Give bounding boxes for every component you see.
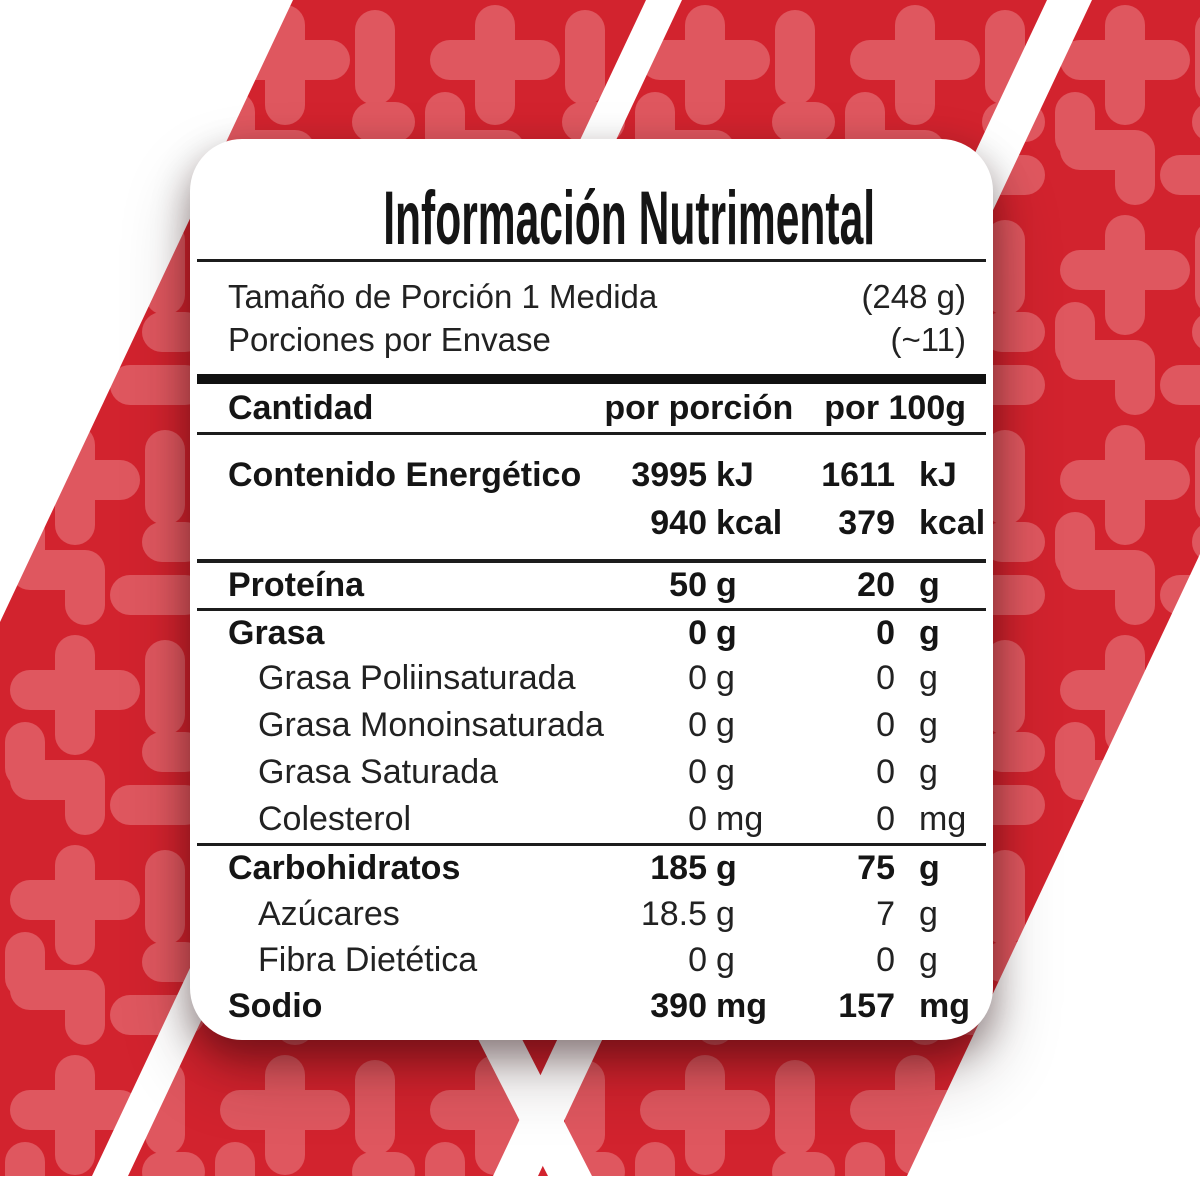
nutrient-row-protein: Proteína 50 g 20 g bbox=[190, 563, 993, 608]
per-serving-unit: g bbox=[716, 849, 737, 887]
nutrient-row-dietary-fiber: Fibra Dietética 0 g 0 g bbox=[190, 937, 993, 983]
per-100g-value: 0 bbox=[876, 659, 895, 697]
nutrient-label: Sodio bbox=[228, 986, 323, 1025]
nutrient-label: Azúcares bbox=[258, 894, 400, 933]
nutrient-row-polyunsaturated-fat: Grasa Poliinsaturada 0 g 0 g bbox=[190, 655, 993, 702]
divider-above-protein bbox=[197, 559, 986, 563]
nutrient-label: Carbohidratos bbox=[228, 849, 461, 887]
per-100g-value: 7 bbox=[876, 894, 895, 933]
nutrient-row-saturated-fat: Grasa Saturada 0 g 0 g bbox=[190, 749, 993, 796]
per-100g-value: 20 bbox=[857, 566, 895, 604]
nutrient-row-sodium: Sodio 390 mg 157 mg bbox=[190, 983, 993, 1029]
per-100g-unit: g bbox=[919, 706, 938, 744]
per-100g-value: 0 bbox=[876, 613, 895, 652]
diagonal-stripe bbox=[458, 1000, 593, 1178]
nutrient-row-energy-kj: Contenido Energético 3995 kJ 1611 kJ bbox=[190, 451, 993, 499]
nutrient-row-cholesterol: Colesterol 0 mg 0 mg bbox=[190, 796, 993, 843]
nutrient-label: Fibra Dietética bbox=[258, 940, 478, 979]
per-100g-value: 0 bbox=[876, 706, 895, 744]
per-serving-unit: kJ bbox=[716, 455, 754, 494]
per-100g-unit: mg bbox=[919, 800, 967, 838]
page-title: Información Nutrimental bbox=[383, 176, 876, 261]
per-serving-value: 3995 bbox=[631, 455, 707, 494]
nutrient-row-energy-kcal: 940 kcal 379 kcal bbox=[190, 499, 993, 547]
nutrient-label: Grasa Saturada bbox=[258, 753, 499, 791]
card-header: Información Nutrimental bbox=[190, 139, 993, 259]
per-serving-value: 0 bbox=[688, 706, 707, 744]
per-100g-unit: g bbox=[919, 613, 940, 652]
per-100g-unit: g bbox=[919, 566, 940, 604]
per-serving-unit: g bbox=[716, 566, 737, 604]
per-serving-unit: g bbox=[716, 940, 735, 979]
divider-under-header bbox=[197, 432, 986, 435]
per-serving-unit: g bbox=[716, 894, 735, 933]
nutrient-label: Proteína bbox=[228, 566, 365, 604]
per-serving-value: 940 bbox=[650, 503, 707, 542]
per-100g-value: 0 bbox=[876, 753, 895, 791]
per-100g-value: 75 bbox=[857, 849, 895, 887]
nutrient-label: Contenido Energético bbox=[228, 455, 582, 494]
column-header-amount: Cantidad bbox=[228, 388, 374, 427]
per-serving-unit: g bbox=[716, 706, 735, 744]
per-100g-value: 0 bbox=[876, 800, 895, 838]
per-serving-unit: g bbox=[716, 659, 735, 697]
nutrition-card: Información Nutrimental Tamaño de Porció… bbox=[190, 139, 993, 1040]
per-serving-value: 18.5 bbox=[640, 894, 707, 933]
servings-per-container-label: Porciones por Envase bbox=[228, 321, 551, 358]
per-serving-value: 50 bbox=[669, 566, 707, 604]
divider-under-protein bbox=[197, 608, 986, 611]
per-serving-value: 0 bbox=[688, 940, 707, 979]
servings-per-container-value: (~11) bbox=[890, 321, 966, 358]
per-100g-unit: g bbox=[919, 940, 938, 979]
nutrient-row-sugars: Azúcares 18.5 g 7 g bbox=[190, 891, 993, 937]
per-serving-unit: kcal bbox=[716, 503, 783, 542]
nutrient-label: Grasa Monoinsaturada bbox=[258, 706, 604, 744]
nutrient-label: Grasa bbox=[228, 613, 325, 652]
per-serving-value: 390 bbox=[650, 986, 707, 1025]
nutrient-row-fat: Grasa 0 g 0 g bbox=[190, 611, 993, 655]
per-100g-unit: g bbox=[919, 894, 938, 933]
serving-size-label: Tamaño de Porción 1 Medida bbox=[228, 278, 658, 315]
serving-size-row: Tamaño de Porción 1 Medida (248 g) bbox=[190, 276, 993, 318]
per-100g-unit: kcal bbox=[919, 503, 986, 542]
per-serving-unit: mg bbox=[716, 986, 767, 1025]
per-100g-unit: g bbox=[919, 849, 940, 887]
thick-divider bbox=[197, 374, 986, 384]
per-serving-unit: mg bbox=[716, 800, 764, 838]
per-100g-value: 157 bbox=[838, 986, 895, 1025]
per-100g-value: 0 bbox=[876, 940, 895, 979]
per-serving-value: 0 bbox=[688, 753, 707, 791]
per-serving-value: 0 bbox=[688, 800, 707, 838]
per-100g-value: 379 bbox=[838, 503, 895, 542]
per-100g-unit: kJ bbox=[919, 455, 957, 494]
column-header-per-100g: por 100g bbox=[824, 388, 966, 427]
per-100g-unit: g bbox=[919, 659, 938, 697]
nutrient-label: Colesterol bbox=[258, 800, 412, 838]
divider-under-title bbox=[197, 259, 986, 262]
per-serving-value: 0 bbox=[688, 613, 707, 652]
nutrient-label: Grasa Poliinsaturada bbox=[258, 659, 576, 697]
per-serving-value: 185 bbox=[650, 849, 707, 887]
divider-above-carbs bbox=[197, 843, 986, 846]
per-100g-unit: g bbox=[919, 753, 938, 791]
per-100g-value: 1611 bbox=[821, 455, 895, 494]
nutrient-row-carbohydrates: Carbohidratos 185 g 75 g bbox=[190, 846, 993, 891]
per-serving-unit: g bbox=[716, 613, 737, 652]
per-serving-value: 0 bbox=[688, 659, 707, 697]
per-100g-unit: mg bbox=[919, 986, 970, 1025]
column-header-row: Cantidad por porción por 100g bbox=[190, 384, 993, 432]
servings-per-container-row: Porciones por Envase (~11) bbox=[190, 318, 993, 362]
column-header-per-serving: por porción bbox=[604, 388, 794, 427]
nutrient-row-monounsaturated-fat: Grasa Monoinsaturada 0 g 0 g bbox=[190, 702, 993, 749]
per-serving-unit: g bbox=[716, 753, 735, 791]
serving-size-value: (248 g) bbox=[861, 278, 966, 315]
